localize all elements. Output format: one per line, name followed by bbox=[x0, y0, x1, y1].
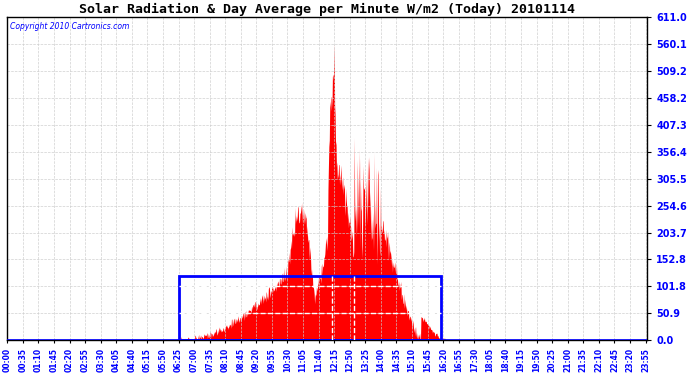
Title: Solar Radiation & Day Average per Minute W/m2 (Today) 20101114: Solar Radiation & Day Average per Minute… bbox=[79, 3, 575, 16]
Bar bbox=[179, 276, 441, 340]
Text: Copyright 2010 Cartronics.com: Copyright 2010 Cartronics.com bbox=[10, 22, 130, 31]
